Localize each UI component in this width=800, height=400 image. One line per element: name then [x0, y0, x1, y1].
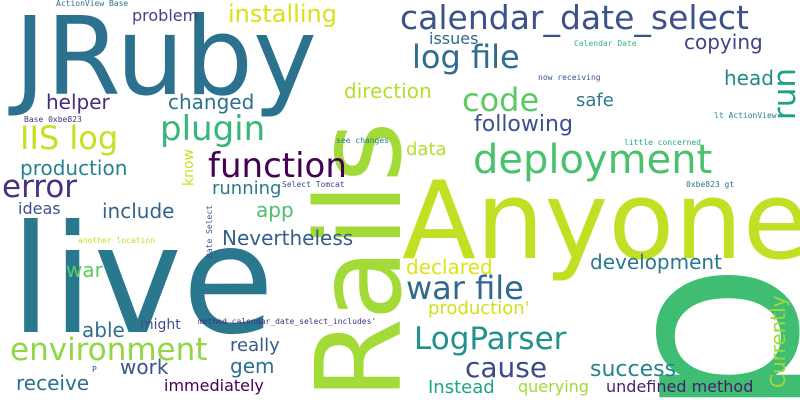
word-running: running	[212, 178, 282, 199]
word-log-file: log file	[412, 38, 520, 76]
word-direction: direction	[344, 79, 432, 103]
word-error: error	[2, 169, 78, 205]
word-safe: safe	[576, 90, 614, 111]
word-nevertheless: Nevertheless	[222, 226, 354, 250]
word-now-receiving: now receiving	[538, 73, 601, 82]
word-calendar-date: Calendar Date	[574, 39, 637, 48]
word-environment: environment	[10, 332, 208, 368]
word-lt-actionview: lt ActionView	[714, 111, 777, 120]
word-deployment: deployment	[473, 137, 713, 183]
word-anyone: Anyone	[402, 159, 800, 284]
word-production: production	[20, 156, 128, 180]
word-work: work	[120, 355, 169, 379]
word-success: success	[590, 357, 677, 382]
word-gem: gem	[230, 354, 275, 378]
word-development: development	[590, 250, 722, 274]
word-really: really	[230, 335, 280, 356]
word-war: war	[66, 258, 103, 282]
word-ideas: ideas	[18, 199, 61, 218]
word-changed: changed	[168, 90, 255, 114]
word-jruby: JRuby	[14, 0, 317, 120]
word-method-calendar-date-select-includes: method calendar_date_select_includes'	[198, 317, 377, 326]
word-war-file: war file	[406, 269, 524, 307]
word-know: know	[181, 149, 197, 186]
word-p-small: P	[92, 365, 97, 374]
word-able: able	[82, 318, 125, 342]
word-querying: querying	[518, 377, 589, 396]
word-declared: declared	[406, 255, 493, 279]
word-following: following	[474, 112, 573, 137]
word-undefined-method: undefined method	[606, 377, 754, 396]
word-receive: receive	[16, 371, 90, 395]
word-another-location: another location	[78, 236, 156, 245]
word-little-concerned: little concerned	[624, 138, 702, 147]
word-app: app	[256, 198, 294, 222]
word-might: might	[140, 317, 181, 333]
word-live: live	[10, 194, 275, 368]
word-actionview-base: ActionView Base	[56, 0, 129, 8]
word-code: code	[462, 81, 540, 119]
word-installing: installing	[228, 0, 337, 28]
word-base-0xbe823: Base 0xbe823	[24, 115, 82, 124]
word-see-changes: see changes	[336, 136, 389, 145]
word-plugin: plugin	[160, 109, 266, 149]
word-include: include	[102, 199, 175, 223]
word-helper: helper	[46, 90, 110, 114]
word-iis-log: IIS log	[20, 119, 119, 157]
word-currently: Currently	[766, 295, 790, 388]
word-date-select: Date Select	[205, 205, 214, 258]
word-issues: issues	[429, 29, 479, 48]
word-immediately: immediately	[164, 376, 264, 395]
word-0xbe823-gt: 0xbe823 gt	[686, 180, 735, 189]
word-calendar-date-select: calendar_date_select	[400, 0, 749, 37]
word-function: function	[208, 146, 347, 186]
word-data: data	[406, 139, 447, 160]
word-copying: copying	[684, 30, 763, 54]
word-select-tomcat: Select Tomcat	[282, 180, 345, 189]
word-production-quote: production'	[428, 298, 530, 319]
word-head: head	[724, 66, 774, 90]
word-cause: cause	[465, 351, 548, 384]
word-logparser: LogParser	[414, 321, 567, 357]
word-instead: Instead	[428, 377, 495, 398]
word-problem: problem	[132, 6, 199, 25]
